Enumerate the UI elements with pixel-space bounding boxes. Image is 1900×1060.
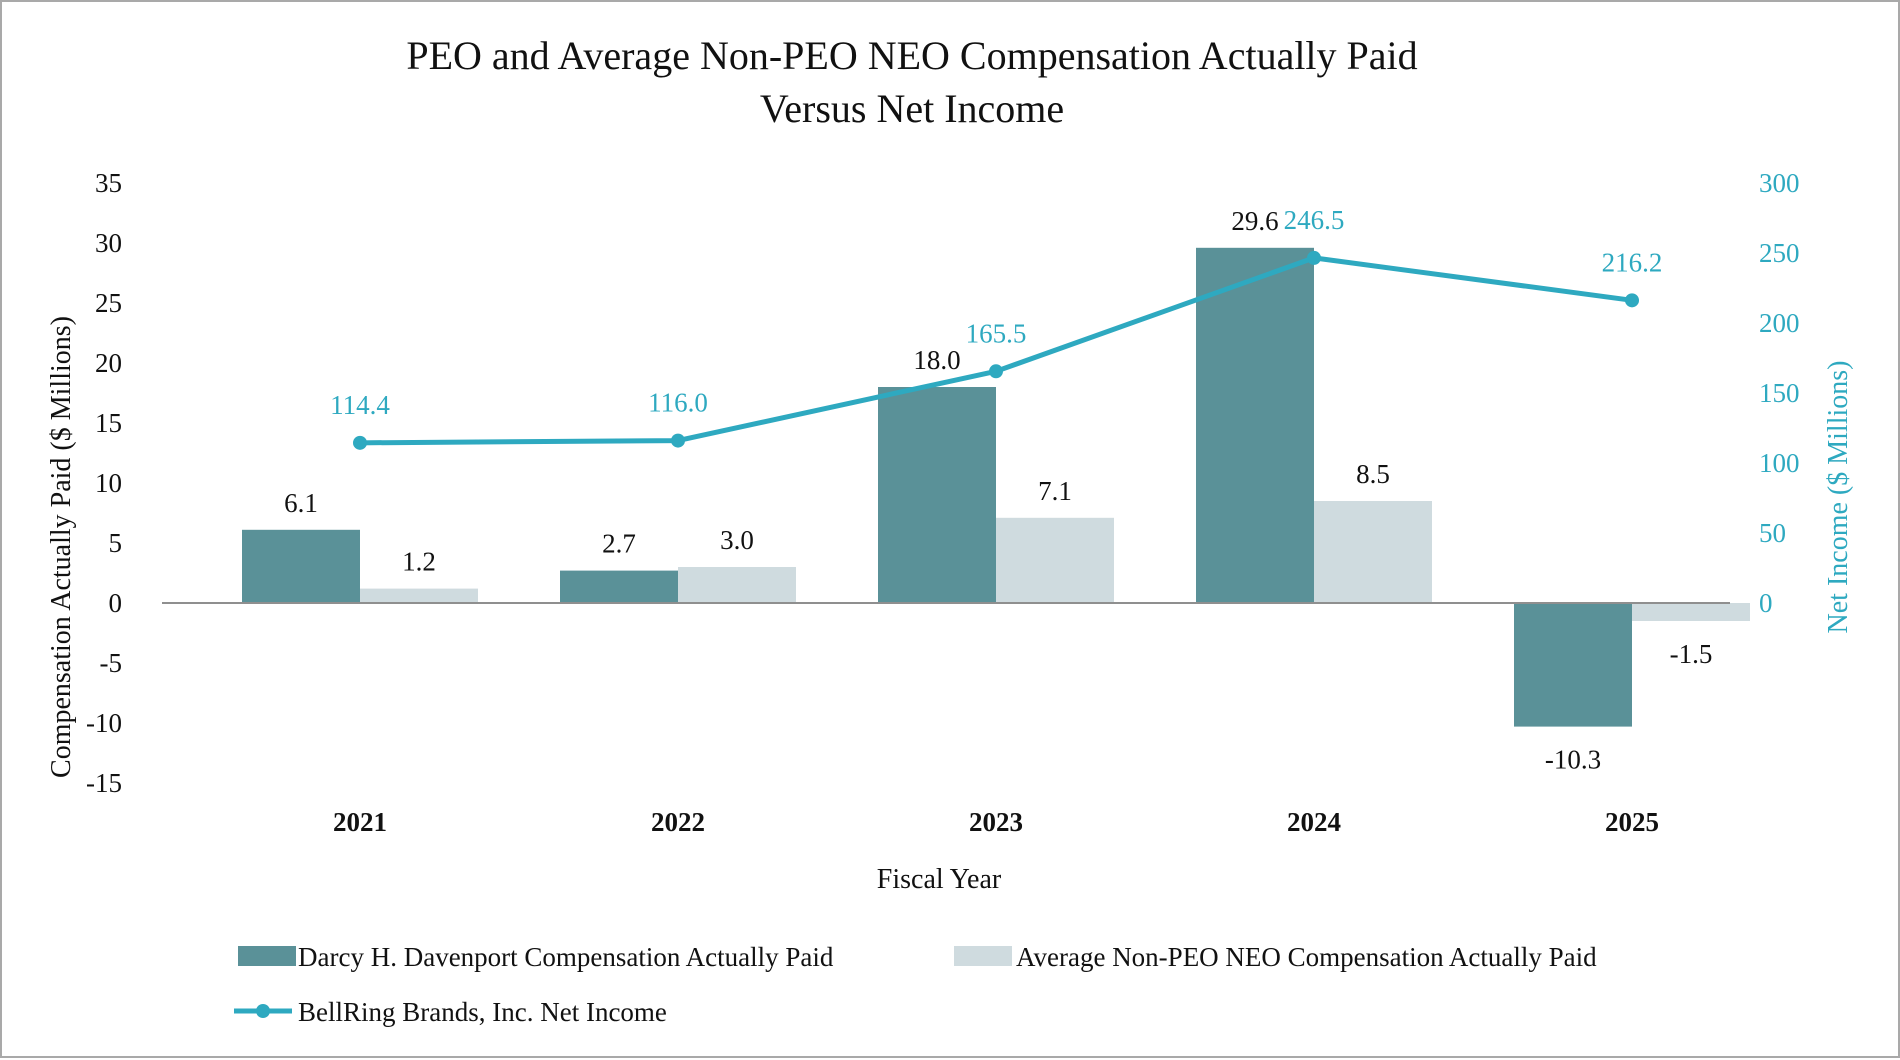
net-income-value-label: 114.4: [330, 390, 390, 420]
non-peo-compensation-bar: [996, 517, 1114, 603]
net-income-value-label: 216.2: [1602, 247, 1663, 277]
left-axis-tick: 30: [95, 228, 122, 258]
net-income-value-label: 116.0: [648, 388, 708, 418]
non-peo-bar-value-label: 1.2: [402, 547, 436, 577]
non-peo-compensation-bar: [360, 588, 478, 603]
left-axis-tick: 25: [95, 288, 122, 318]
legend-label-non-peo: Average Non-PEO NEO Compensation Actuall…: [1016, 942, 1597, 972]
net-income-value-label: 246.5: [1284, 205, 1345, 235]
peo-bar-value-label: 2.7: [602, 529, 636, 559]
peo-compensation-bar: [1514, 603, 1632, 727]
peo-compensation-bar: [560, 570, 678, 603]
category-label: 2022: [651, 807, 705, 837]
net-income-point: [1625, 293, 1639, 308]
non-peo-bar-value-label: -1.5: [1670, 639, 1713, 669]
right-axis-tick: 50: [1759, 518, 1786, 548]
right-axis-tick: 200: [1759, 308, 1800, 338]
non-peo-bar-value-label: 8.5: [1356, 459, 1390, 489]
right-axis-tick: 150: [1759, 378, 1800, 408]
chart-title: PEO and Average Non-PEO NEO Compensation…: [406, 33, 1417, 131]
legend-marker-net-income: [256, 1004, 270, 1018]
non-peo-compensation-bar: [678, 567, 796, 603]
peo-bar-value-label: -10.3: [1545, 745, 1601, 775]
left-axis-tick: -10: [86, 708, 122, 738]
net-income-point: [989, 364, 1003, 379]
non-peo-bar-value-label: 7.1: [1038, 476, 1072, 506]
legend-swatch-non-peo: [954, 946, 1012, 966]
legend-swatch-peo: [238, 946, 296, 966]
left-axis-tick: 0: [109, 588, 123, 618]
category-label: 2021: [333, 807, 387, 837]
right-axis-tick: 100: [1759, 448, 1800, 478]
left-axis-tick: 35: [95, 168, 122, 198]
left-axis-tick: 10: [95, 468, 122, 498]
peo-compensation-bar: [1196, 247, 1314, 604]
legend-label-peo: Darcy H. Davenport Compensation Actually…: [298, 942, 834, 972]
chart-title-line-2: Versus Net Income: [760, 86, 1064, 131]
net-income-point: [1307, 250, 1321, 265]
net-income-value-label: 165.5: [966, 318, 1027, 348]
left-axis-tick: 15: [95, 408, 122, 438]
peo-compensation-bar: [242, 529, 360, 603]
x-axis-label: Fiscal Year: [877, 864, 1002, 895]
left-axis-tick: 5: [109, 528, 123, 558]
category-label: 2025: [1605, 807, 1659, 837]
peo-compensation-bar: [878, 387, 996, 603]
net-income-point: [353, 435, 367, 450]
peo-bar-value-label: 18.0: [913, 345, 960, 375]
non-peo-compensation-bar: [1314, 501, 1432, 603]
peo-bar-value-label: 6.1: [284, 488, 318, 518]
non-peo-bar-value-label: 3.0: [720, 525, 754, 555]
left-axis-label: Compensation Actually Paid ($ Millions): [46, 316, 77, 778]
category-label: 2023: [969, 807, 1023, 837]
left-axis-tick: -15: [86, 768, 122, 798]
chart-title-line-1: PEO and Average Non-PEO NEO Compensation…: [406, 33, 1417, 78]
right-axis-tick: 300: [1759, 168, 1800, 198]
right-axis-tick: 250: [1759, 238, 1800, 268]
category-label: 2024: [1287, 807, 1341, 837]
chart-legend: Darcy H. Davenport Compensation Actually…: [234, 942, 1597, 1027]
left-axis-tick: -5: [100, 648, 123, 678]
peo-bar-value-label: 29.6: [1231, 206, 1278, 236]
legend-label-net-income: BellRing Brands, Inc. Net Income: [298, 997, 667, 1027]
right-axis-label: Net Income ($ Millions): [1823, 361, 1854, 634]
right-axis-tick: 0: [1759, 588, 1773, 618]
left-axis-tick: 20: [95, 348, 122, 378]
non-peo-compensation-bar: [1632, 603, 1750, 621]
net-income-point: [671, 433, 685, 448]
